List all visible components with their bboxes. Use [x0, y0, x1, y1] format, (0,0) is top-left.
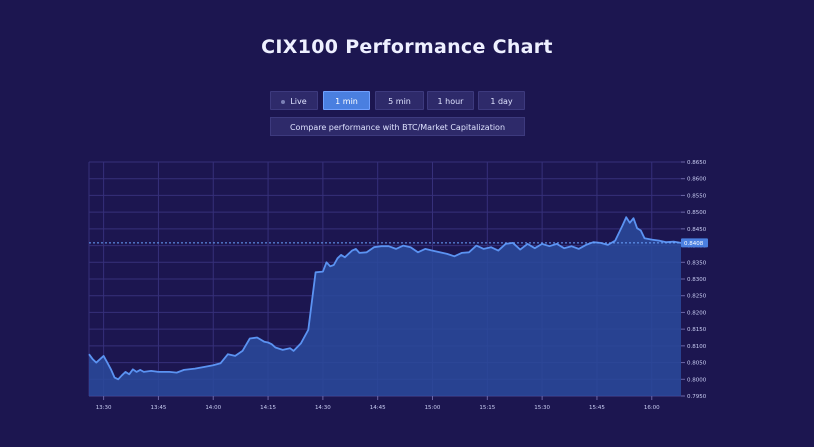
y-tick-label: 0.8200 — [687, 310, 707, 316]
current-value-marker: 0.8408 — [89, 238, 708, 248]
y-tick-label: 0.8350 — [687, 260, 707, 266]
compare-button[interactable]: Compare performance with BTC/Market Capi… — [270, 117, 525, 136]
x-tick-label: 14:30 — [315, 405, 331, 411]
x-tick-label: 14:00 — [205, 405, 221, 411]
x-tick-label: 16:00 — [644, 405, 660, 411]
y-tick-label: 0.8600 — [687, 177, 707, 183]
y-tick-label: 0.8450 — [687, 227, 707, 233]
x-axis-ticks: 13:30 13:45 14:00 14:15 14:30 14:45 15:00 15:15… — [96, 396, 660, 411]
series-line — [88, 216, 682, 381]
y-tick-label: 0.8250 — [687, 294, 707, 300]
current-value-badge — [681, 238, 708, 248]
y-axis-ticks: 0.86500.86000.85500.85000.84500.84000.83… — [681, 160, 707, 400]
y-tick-label: 0.8050 — [687, 361, 707, 367]
y-tick-label: 0.8000 — [687, 377, 707, 383]
x-tick-label: 14:15 — [260, 405, 276, 411]
live-dot-icon — [281, 99, 286, 104]
x-tick-label: 14:45 — [370, 405, 386, 411]
one-min-button[interactable]: 1 min — [323, 91, 370, 110]
y-tick-label: 0.8100 — [687, 344, 707, 350]
y-tick-label: 0.8550 — [687, 193, 707, 199]
live-button-label: Live — [290, 97, 307, 106]
x-tick-label: 13:30 — [96, 405, 112, 411]
live-button[interactable]: Live — [270, 91, 318, 110]
series-area — [89, 217, 681, 396]
x-tick-label: 15:15 — [479, 405, 495, 411]
one-day-button[interactable]: 1 day — [478, 91, 525, 110]
x-tick-label: 15:00 — [425, 405, 441, 411]
five-min-button[interactable]: 5 min — [375, 91, 424, 110]
y-tick-label: 0.8150 — [687, 327, 707, 333]
x-tick-label: 13:45 — [151, 405, 167, 411]
y-tick-label: 0.8500 — [687, 210, 707, 216]
chart-title: CIX100 Performance Chart — [261, 36, 553, 58]
x-tick-label: 15:30 — [534, 405, 550, 411]
x-tick-label: 15:45 — [589, 405, 605, 411]
y-tick-label: 0.8650 — [687, 160, 707, 166]
y-tick-label: 0.7950 — [687, 394, 707, 400]
y-tick-label: 0.8300 — [687, 277, 707, 283]
current-value-label: 0.8408 — [684, 241, 704, 247]
one-hour-button[interactable]: 1 hour — [427, 91, 474, 110]
